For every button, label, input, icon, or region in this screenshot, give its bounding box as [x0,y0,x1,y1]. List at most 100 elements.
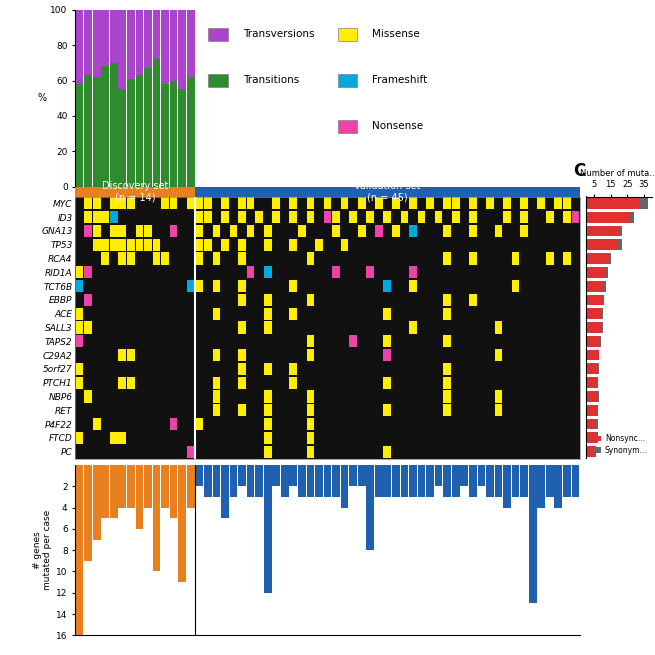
Bar [605,281,606,291]
Bar [153,465,160,571]
Bar [76,280,83,292]
Bar [110,10,118,63]
Bar [392,225,400,237]
Bar [617,239,622,250]
Bar [586,309,601,319]
Text: Validation set
(n = 45): Validation set (n = 45) [354,181,421,202]
Bar [247,465,254,497]
Bar [601,322,603,333]
Bar [110,465,118,518]
Bar [586,419,596,430]
Bar [452,465,460,497]
Bar [469,225,477,237]
Bar [443,363,451,375]
Bar [170,418,178,430]
Bar [503,197,511,210]
Bar [84,211,92,223]
Bar [127,377,135,388]
Bar [609,253,610,264]
Bar [332,465,340,497]
Bar [375,465,383,497]
Bar [119,252,126,265]
Bar [586,377,597,388]
Bar [119,432,126,444]
Bar [554,197,562,210]
Text: Transitions: Transitions [243,75,299,85]
Bar [512,465,519,497]
Bar [178,10,186,90]
Bar [170,10,178,81]
Bar [264,465,272,593]
Bar [264,404,272,417]
Bar [290,308,297,320]
Bar [264,363,272,375]
Bar [127,465,135,508]
Bar [572,465,579,497]
Bar [409,322,417,333]
Bar [307,335,314,347]
Y-axis label: %: % [37,93,47,103]
Bar [307,418,314,430]
Bar [170,225,178,237]
Bar [401,211,408,223]
Bar [110,432,118,444]
Bar [161,10,169,84]
Bar [238,280,246,292]
Bar [102,10,109,66]
Text: Nonsense: Nonsense [373,121,424,131]
Bar [290,211,297,223]
Bar [307,349,314,361]
Legend: Nonsync…, Synonym…: Nonsync…, Synonym… [593,434,648,455]
Bar [230,225,237,237]
Bar [324,465,331,497]
Bar [136,10,143,75]
Bar [93,211,101,223]
Bar [383,211,391,223]
Bar [477,465,485,486]
Bar [366,267,374,278]
Bar [238,465,246,486]
Bar [443,225,451,237]
Bar [212,252,220,265]
Bar [136,238,143,251]
Bar [93,225,101,237]
Bar [546,211,553,223]
Bar [84,197,92,210]
Bar [495,390,502,403]
Bar [238,294,246,306]
Bar [272,197,280,210]
Bar [307,465,314,497]
Bar [119,349,126,361]
Bar [84,10,92,75]
Bar [238,252,246,265]
Bar [529,465,536,603]
Bar [512,280,519,292]
Bar [586,295,603,305]
Bar [75,187,195,196]
Bar [264,432,272,444]
Bar [324,197,331,210]
Bar [110,197,118,210]
Bar [93,465,101,540]
Bar [443,252,451,265]
Bar [238,404,246,417]
Bar [195,187,580,196]
Bar [443,404,451,417]
Bar [238,349,246,361]
Bar [460,465,468,486]
Bar [204,238,212,251]
Bar [443,465,451,497]
Bar [76,84,83,187]
Bar [153,60,160,187]
Bar [298,465,306,497]
Bar [599,336,601,346]
Bar [586,225,619,236]
Bar [238,363,246,375]
Bar [247,267,254,278]
Bar [409,225,417,237]
Bar [76,432,83,444]
Bar [76,322,83,333]
Bar [195,197,203,210]
Bar [307,404,314,417]
Bar [76,465,83,635]
